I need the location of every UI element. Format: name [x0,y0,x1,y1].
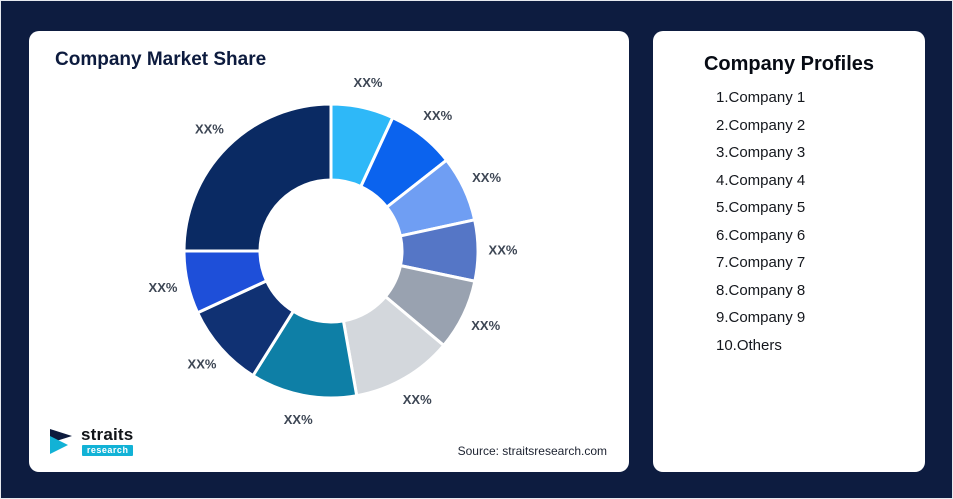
logo-text: straits research [81,425,134,456]
profile-list-item: 3.Company 3 [716,144,806,161]
segment-label-8: XX% [188,357,217,372]
market-share-title: Company Market Share [55,49,267,70]
market-share-card: Company Market Share XX% XX% XX% XX% XX% XX% X… [29,31,629,472]
company-profiles-list: 1.Company 1 2.Company 2 3.Company 3 4.Co… [653,84,925,359]
segment-label-4: XX% [489,243,518,258]
profile-list-item: 1.Company 1 [716,89,806,106]
profile-list-item: 4.Company 4 [716,171,806,189]
profile-list-item: 8.Company 8 [716,281,806,299]
straits-research-logo: straits research [49,425,134,456]
profile-list-item: 2.Company 2 [716,116,806,134]
segment-label-9: XX% [149,280,178,295]
segment-label-7: XX% [284,412,313,427]
segment-label-3: XX% [472,170,501,185]
company-profiles-card: Company Profiles 1.Company 1 2.Company 2… [653,31,925,472]
straits-logo-icon [50,428,72,454]
market-share-donut: XX% XX% XX% XX% XX% XX% XX% XX% XX% XX% [149,75,518,427]
source-attribution: Source: straitsresearch.com [457,444,607,458]
donut-segment-10 [182,102,333,253]
profile-list-item: 6.Company 6 [716,226,806,244]
profile-list-item: 7.Company 7 [716,254,806,271]
segment-label-2: XX% [423,108,452,123]
segment-label-1: XX% [354,75,383,90]
profile-list-item: 5.Company 5 [716,199,806,216]
segment-label-5: XX% [471,318,500,333]
logo-name: straits [81,425,134,444]
company-profiles-title: Company Profiles [703,53,875,75]
profile-list-item: 10.Others [716,336,782,354]
profile-list-item: 9.Company 9 [716,309,806,326]
logo-subname: research [81,445,134,456]
segment-label-6: XX% [403,392,432,407]
segment-label-10: XX% [195,121,224,136]
